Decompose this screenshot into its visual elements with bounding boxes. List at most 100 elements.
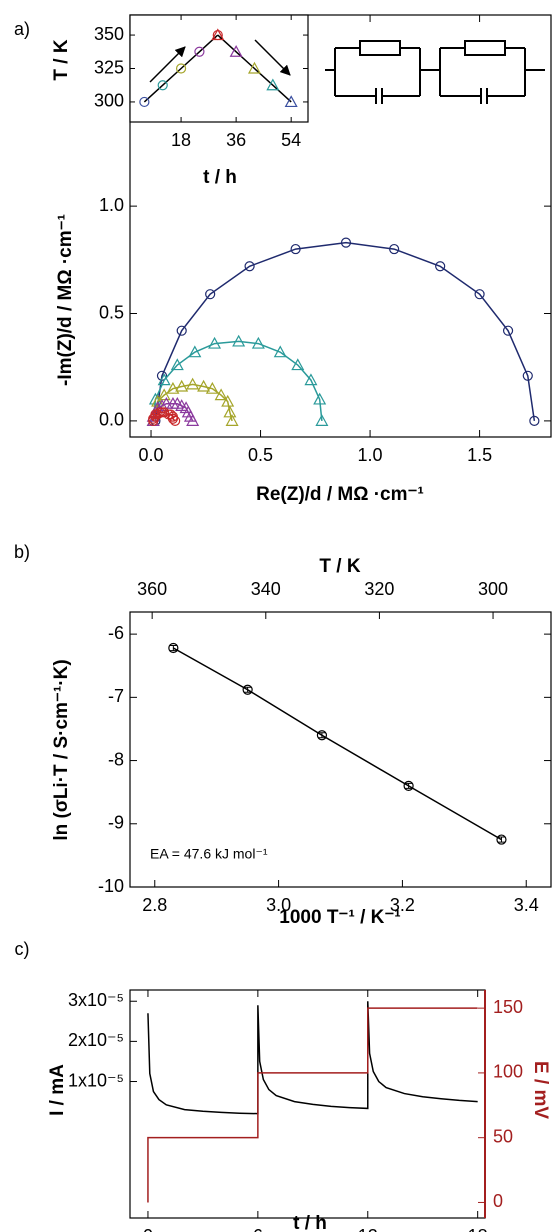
- series-line: [172, 647, 502, 841]
- y-axis-label: T / K: [51, 39, 72, 80]
- x-tick-label: 0: [143, 1226, 153, 1232]
- marker: [291, 358, 305, 371]
- y2-axis-label: E / mV: [530, 1061, 551, 1119]
- arrow: [254, 39, 291, 76]
- y-tick-label: 1x10⁻⁵: [68, 1070, 124, 1090]
- marker: [251, 336, 265, 349]
- x-tick-label: 18: [468, 1226, 488, 1232]
- marker: [340, 237, 352, 248]
- marker: [223, 405, 237, 418]
- series-line: [143, 34, 219, 103]
- x-axis-label: t / h: [203, 167, 237, 188]
- marker: [167, 413, 179, 424]
- marker: [176, 325, 187, 336]
- series-line: [152, 340, 323, 421]
- marker: [435, 261, 446, 272]
- marker: [194, 46, 205, 57]
- y2-tick-label: 100: [493, 1062, 523, 1082]
- error-bar: [497, 836, 506, 843]
- panel: 2.8 3.0 3.2 3.4 360 340 320 300 -6 -7 -8 -9 -10 1000 …: [14, 542, 552, 928]
- marker: [175, 63, 187, 74]
- y-tick-label: 3x10⁻⁵: [68, 990, 124, 1010]
- x-tick-label: 1.5: [467, 445, 492, 465]
- x2-tick-label: 360: [137, 579, 167, 599]
- x-tick-label: 36: [226, 130, 246, 150]
- x-tick-label: 6: [253, 1226, 263, 1232]
- marker: [244, 261, 255, 272]
- marker: [247, 61, 261, 74]
- marker: [522, 370, 533, 381]
- axes-frame: [129, 14, 309, 123]
- y-tick-label: 2x10⁻⁵: [68, 1030, 124, 1050]
- series-line: [147, 1001, 478, 1115]
- y-tick-label: 0.0: [99, 410, 124, 430]
- marker: [502, 325, 514, 336]
- panel: 0.0 0.5 1.0 1.5 0.0 0.5 1.0 Re(Z)/d / MΩ ·cm⁻¹ -…: [14, 14, 552, 505]
- marker: [529, 415, 540, 426]
- x-tick-label: 54: [281, 130, 301, 150]
- marker: [229, 45, 243, 57]
- x-axis-label: Re(Z)/d / MΩ ·cm⁻¹: [256, 484, 424, 505]
- x-tick-label: 0.5: [248, 445, 273, 465]
- y2-tick-label: 0: [493, 1191, 503, 1211]
- marker: [188, 345, 202, 358]
- marker: [197, 379, 211, 392]
- marker: [205, 381, 219, 394]
- y-tick-label: -8: [108, 749, 124, 769]
- x-axis-label: 1000 T⁻¹ / K⁻¹: [279, 907, 400, 928]
- marker: [221, 394, 235, 407]
- y-axis-label: -Im(Z)/d / MΩ ·cm⁻¹: [55, 214, 76, 386]
- panel-label: a): [14, 19, 30, 39]
- marker: [290, 243, 301, 255]
- marker: [166, 381, 180, 394]
- x2-tick-label: 340: [251, 579, 281, 599]
- axes-frame: [129, 14, 552, 438]
- marker: [389, 243, 400, 255]
- error-bar: [317, 732, 326, 739]
- panel: 0 6 12 18 1x10⁻⁵ 2x10⁻⁵ 3x10⁻⁵ 0 50 100 150 t / h I …: [15, 939, 551, 1232]
- marker: [156, 370, 168, 381]
- x2-tick-label: 320: [364, 579, 394, 599]
- axes-frame: [129, 611, 552, 888]
- x2-tick-label: 300: [478, 579, 508, 599]
- marker: [170, 358, 184, 371]
- panel: 18 36 54 300 325 350 t / h T / K: [51, 14, 309, 188]
- y2-tick-label: 50: [493, 1126, 513, 1146]
- circuit: [325, 40, 545, 104]
- marker: [284, 95, 298, 108]
- y2-tick-label: 150: [493, 997, 523, 1017]
- marker: [186, 377, 200, 390]
- marker: [242, 684, 253, 695]
- plot-area: [147, 1001, 478, 1203]
- plot-area: [139, 28, 298, 108]
- panel-label: b): [14, 542, 30, 562]
- y-tick-label: -6: [108, 623, 124, 643]
- x-tick-label: 12: [358, 1226, 378, 1232]
- marker: [205, 289, 216, 300]
- x-tick-label: 3.4: [514, 895, 539, 915]
- marker: [175, 379, 189, 392]
- y-tick-label: 350: [94, 24, 124, 44]
- x-tick-label: 3.2: [390, 895, 415, 915]
- marker: [315, 414, 329, 426]
- y-tick-label: 0.5: [99, 302, 124, 322]
- marker: [225, 414, 239, 426]
- marker: [155, 399, 169, 411]
- x-axis-label: t / h: [293, 1213, 327, 1232]
- error-bar: [404, 782, 413, 789]
- plot-area: [168, 642, 507, 845]
- marker: [148, 392, 162, 405]
- x-tick-label: 0.0: [139, 445, 164, 465]
- marker: [208, 336, 222, 349]
- marker: [139, 96, 150, 108]
- marker: [316, 730, 328, 741]
- plot-area: [146, 237, 540, 426]
- marker: [170, 415, 181, 426]
- series-line: [217, 34, 292, 103]
- panel-label: c): [15, 939, 30, 959]
- marker: [157, 373, 171, 386]
- y-tick-label: 1.0: [99, 195, 124, 215]
- x-tick-label: 2.8: [142, 895, 167, 915]
